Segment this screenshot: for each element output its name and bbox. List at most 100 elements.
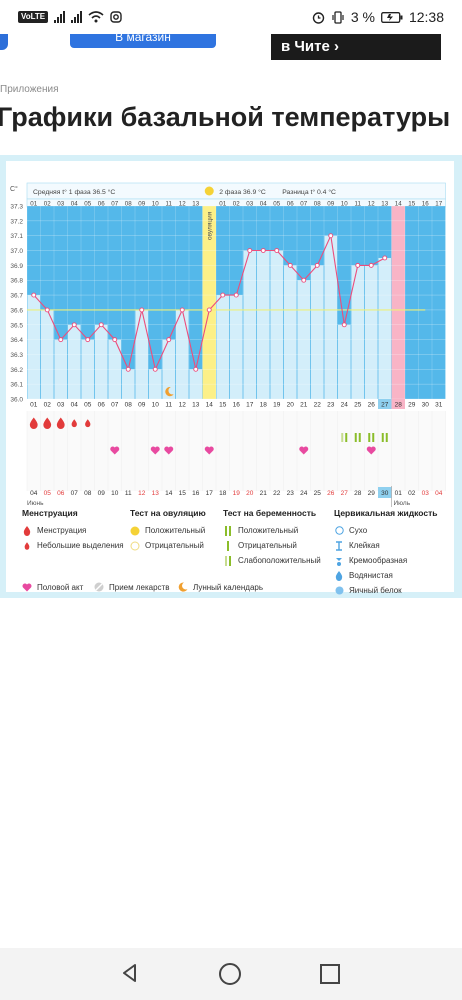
legend-item: Половой акт <box>37 582 84 592</box>
ad-edge <box>0 34 8 50</box>
phase-day-label: 05 <box>84 201 91 208</box>
temperature-point <box>166 337 172 343</box>
temperature-point <box>44 307 50 313</box>
instagram-icon <box>110 11 122 23</box>
temperature-point <box>328 233 334 239</box>
phase-day-label: 14 <box>395 201 402 208</box>
bbt-chart: 37.3 37.2 37.1 37.0 36.9 36.8 36.7 36.6 36.5 36.4… <box>6 161 454 595</box>
phase-day-label: 03 <box>246 201 253 208</box>
cycle-day-label: 08 <box>125 402 133 409</box>
legend-menstruation-title: Менструация <box>22 508 78 518</box>
cycle-day-label: 25 <box>354 402 362 409</box>
ovulation-label: овуляция <box>206 211 213 240</box>
legend-item: Прием лекарств <box>109 582 170 592</box>
temp-column <box>311 265 324 399</box>
legend-item: Сухо <box>349 526 368 535</box>
y-tick-label: 36.7 <box>10 293 23 300</box>
phase-day-label: 06 <box>287 201 294 208</box>
temperature-point <box>260 248 266 253</box>
diff-caption: Разница t° 0.4 °С <box>282 188 336 196</box>
y-tick-label: 36.3 <box>10 352 23 359</box>
date-label: 24 <box>300 490 308 497</box>
heart-icon <box>299 446 309 455</box>
heart-icon <box>164 446 174 455</box>
cycle-day-label: 21 <box>300 402 308 409</box>
temperature-point <box>31 292 37 298</box>
breadcrumb[interactable]: Приложения <box>0 84 59 95</box>
phase-day-label: 04 <box>260 201 267 208</box>
menstruation-drop-icon <box>85 419 91 428</box>
phase-day-label: 17 <box>435 201 442 208</box>
phase-day-label: 12 <box>368 201 375 208</box>
phase-day-label: 02 <box>233 201 240 208</box>
legend-cervical: Цервикальная жидкость Сухо Клейкая Кремо… <box>334 508 437 598</box>
month-label: Июль <box>394 500 411 507</box>
phase-day-label: 13 <box>192 201 199 208</box>
highlighted-date-bg <box>378 487 392 498</box>
phase-day-label: 11 <box>166 201 173 208</box>
pregnancy-test-bar <box>368 433 371 442</box>
phase-day-label: 09 <box>327 201 334 208</box>
symptom-area <box>27 411 446 491</box>
date-label: 05 <box>44 490 52 497</box>
cycle-day-label: 29 <box>408 402 416 409</box>
date-label: 29 <box>368 490 376 497</box>
cycle-day-label: 04 <box>71 402 79 409</box>
cycle-day-label: 03 <box>57 402 65 409</box>
date-label: 19 <box>233 490 241 497</box>
creamy-icon <box>334 556 344 566</box>
phase2-caption: 2 фаза 36.9 °С <box>219 188 266 196</box>
legend-medication: Прием лекарств <box>94 582 169 592</box>
legend-item: Положительный <box>238 526 299 535</box>
pregnancy-test-bar <box>372 433 375 442</box>
home-icon[interactable] <box>219 963 241 985</box>
legend-item: Менструация <box>37 526 87 535</box>
date-label: 04 <box>30 490 38 497</box>
legend-pregnancy-test: Тест на беременность Положительный Отриц… <box>223 508 321 568</box>
ad-dark-banner[interactable]: в Чите › <box>271 34 441 60</box>
date-label: 12 <box>138 490 146 497</box>
date-label: 09 <box>98 490 106 497</box>
ad-banner[interactable]: В магазин в Чите › <box>0 34 462 60</box>
date-label: 13 <box>152 490 160 497</box>
date-label: 07 <box>71 490 79 497</box>
cycle-day-label: 31 <box>435 402 443 409</box>
temp-column <box>324 235 337 399</box>
back-icon[interactable] <box>120 963 140 983</box>
phase-day-label: 01 <box>219 201 226 208</box>
system-nav-bar <box>0 948 462 1000</box>
temperature-point <box>58 337 64 343</box>
ad-store-button[interactable]: В магазин <box>70 34 216 48</box>
cycle-day-label: 26 <box>368 402 376 409</box>
cycle-day-label: 02 <box>44 402 52 409</box>
phase-day-label: 16 <box>422 201 429 208</box>
temperature-point <box>179 307 185 313</box>
egg-white-icon <box>334 586 344 596</box>
heart-icon <box>110 446 120 455</box>
date-label: 08 <box>84 490 92 497</box>
temperature-point <box>220 292 226 298</box>
legend-moon: Лунный календарь <box>178 582 263 592</box>
signal-icon <box>54 11 66 23</box>
heart-icon <box>22 582 32 592</box>
temp-column <box>122 369 135 399</box>
temp-column <box>27 295 40 399</box>
menstruation-drop-icon <box>71 419 77 428</box>
temp-column <box>243 250 256 399</box>
date-label: 04 <box>435 490 443 497</box>
phase-day-label: 01 <box>30 201 37 208</box>
y-tick-label: 36.9 <box>10 263 23 270</box>
cycle-day-label: 05 <box>84 402 92 409</box>
cycle-day-label: 14 <box>206 402 214 409</box>
date-label: 21 <box>260 490 268 497</box>
cycle-day-label: 15 <box>219 402 227 409</box>
temp-column <box>257 250 270 399</box>
phase-day-label: 12 <box>179 201 186 208</box>
phase-day-label: 09 <box>138 201 145 208</box>
cycle-day-label: 16 <box>233 402 241 409</box>
temp-column <box>351 265 364 399</box>
date-label: 17 <box>206 490 214 497</box>
cycle-day-label: 01 <box>30 402 38 409</box>
recent-apps-icon[interactable] <box>320 964 340 984</box>
page-title: Графики базальной температуры <box>0 102 451 132</box>
